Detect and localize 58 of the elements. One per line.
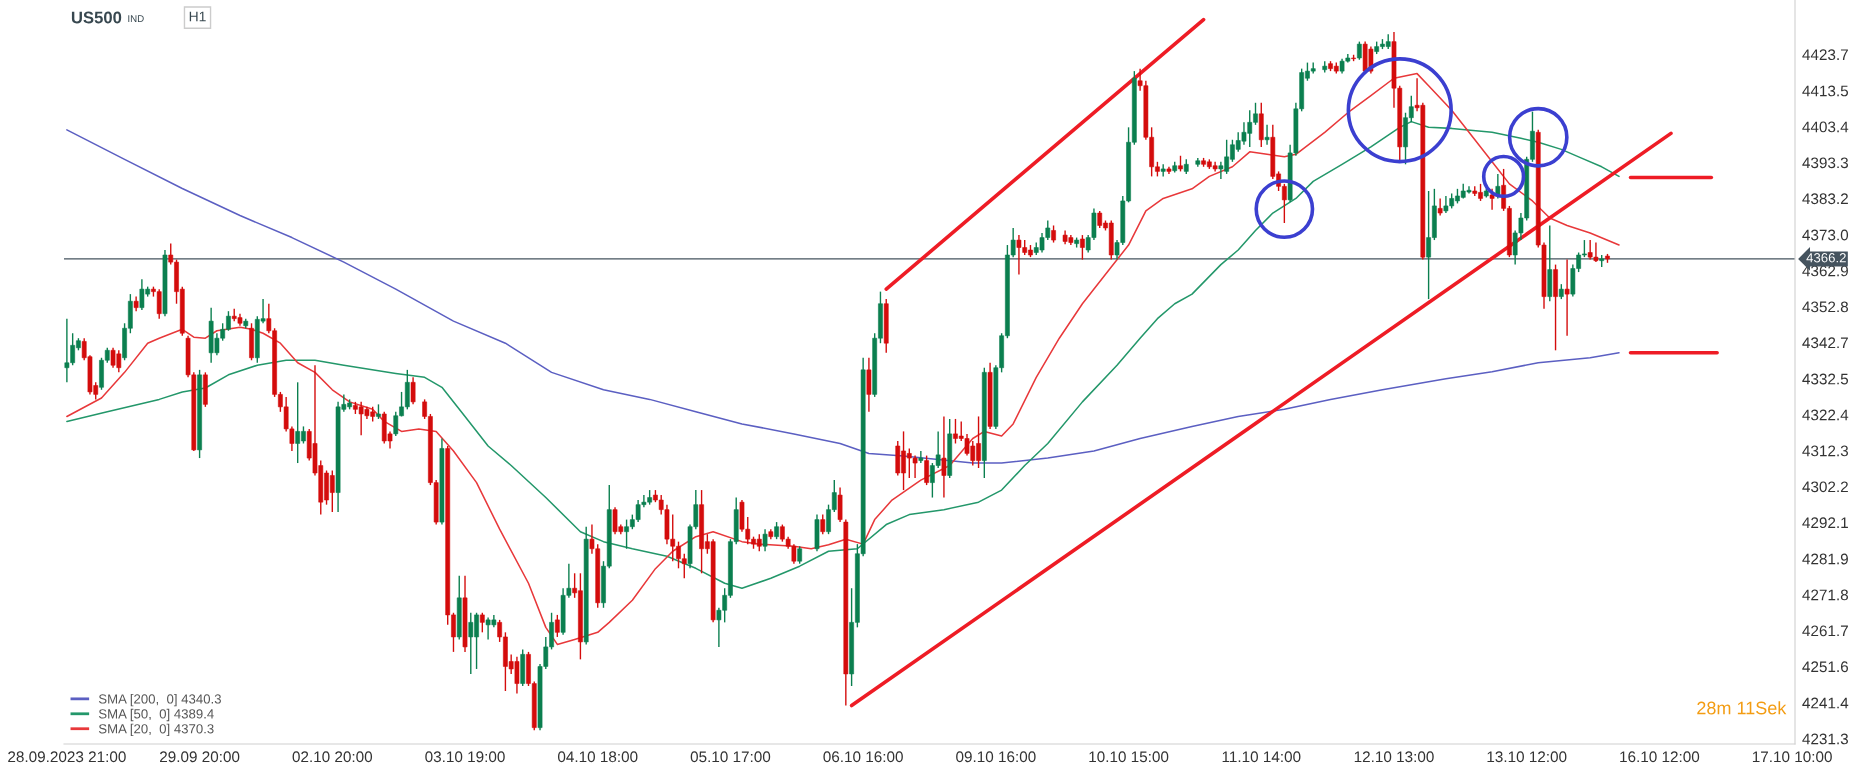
line-series xyxy=(66,72,1620,646)
x-tick-label: 05.10 17:00 xyxy=(690,751,771,763)
y-tick-label: 4342.7 xyxy=(1802,337,1848,349)
y-tick-label: 4322.4 xyxy=(1802,409,1849,421)
x-tick-label: 12.10 13:00 xyxy=(1354,751,1434,763)
candlestick xyxy=(1437,197,1443,217)
x-tick-label: 13.10 12:00 xyxy=(1487,751,1567,763)
legend-label: SMA [200, 0] 4340.3 xyxy=(98,693,221,707)
x-tick-label: 17.10 10:00 xyxy=(1752,751,1832,763)
x-tick-label: 03.10 19:00 xyxy=(425,751,505,763)
y-tick-label: 4362.9 xyxy=(1802,265,1848,277)
y-tick-label: 4413.5 xyxy=(1802,85,1849,97)
candlestick xyxy=(410,376,416,406)
candlestick xyxy=(1357,40,1362,61)
y-tick-label: 4403.4 xyxy=(1802,121,1849,133)
line-series xyxy=(66,120,1620,589)
annotation: H1 xyxy=(189,11,206,22)
candlestick xyxy=(479,612,485,634)
y-tick-label: 4423.7 xyxy=(1802,49,1848,61)
text: US500 xyxy=(71,11,122,24)
y-tick-label: 4383.2 xyxy=(1802,193,1848,205)
x-tick-label: 29.09 20:00 xyxy=(160,751,240,763)
y-tick-label: 4393.3 xyxy=(1802,157,1848,169)
annotation: 28m 11Sek xyxy=(1697,701,1787,715)
ref-line-label: 4366.2 xyxy=(1806,253,1846,263)
y-tick-label: 4312.3 xyxy=(1802,445,1848,457)
x-tick-label: 11.10 14:00 xyxy=(1222,751,1301,763)
candlestick xyxy=(918,450,924,464)
candlestick xyxy=(820,513,826,535)
y-tick-label: 4251.6 xyxy=(1802,661,1848,673)
y-tick-label: 4261.7 xyxy=(1802,625,1848,637)
candlestick xyxy=(1080,234,1085,261)
x-tick-label: 16.10 12:00 xyxy=(1620,751,1700,763)
y-tick-label: 4231.3 xyxy=(1802,733,1848,745)
y-tick-label: 4241.4 xyxy=(1802,697,1849,709)
candlestick xyxy=(1264,124,1270,146)
candlestick xyxy=(1564,258,1570,337)
y-tick-label: 4302.2 xyxy=(1802,481,1848,493)
x-tick-label: 09.10 16:00 xyxy=(956,751,1036,763)
legend-label: SMA [20, 0] 4370.3 xyxy=(98,723,214,737)
y-tick-label: 4332.5 xyxy=(1802,373,1849,385)
candlestick xyxy=(924,454,929,486)
y-tick-label: 4373.0 xyxy=(1802,229,1849,241)
x-tick-label: 10.10 15:00 xyxy=(1089,751,1169,763)
x-tick-label: 02.10 20:00 xyxy=(292,751,373,763)
x-tick-label: 04.10 18:00 xyxy=(557,751,638,763)
x-tick-label: 28.09.2023 21:00 xyxy=(8,751,126,763)
legend-label: SMA [50, 0] 4389.4 xyxy=(98,708,214,722)
candlestick xyxy=(1160,163,1166,178)
y-tick-label: 4281.9 xyxy=(1802,553,1848,565)
candlestick xyxy=(941,415,947,499)
y-tick-label: 4352.8 xyxy=(1802,301,1849,313)
x-tick-label: 06.10 16:00 xyxy=(823,751,903,763)
candlestick xyxy=(762,528,768,552)
y-tick-label: 4271.8 xyxy=(1802,589,1849,601)
text: IND xyxy=(128,15,144,22)
candlestick xyxy=(554,614,560,638)
y-tick-label: 4292.1 xyxy=(1802,517,1848,529)
